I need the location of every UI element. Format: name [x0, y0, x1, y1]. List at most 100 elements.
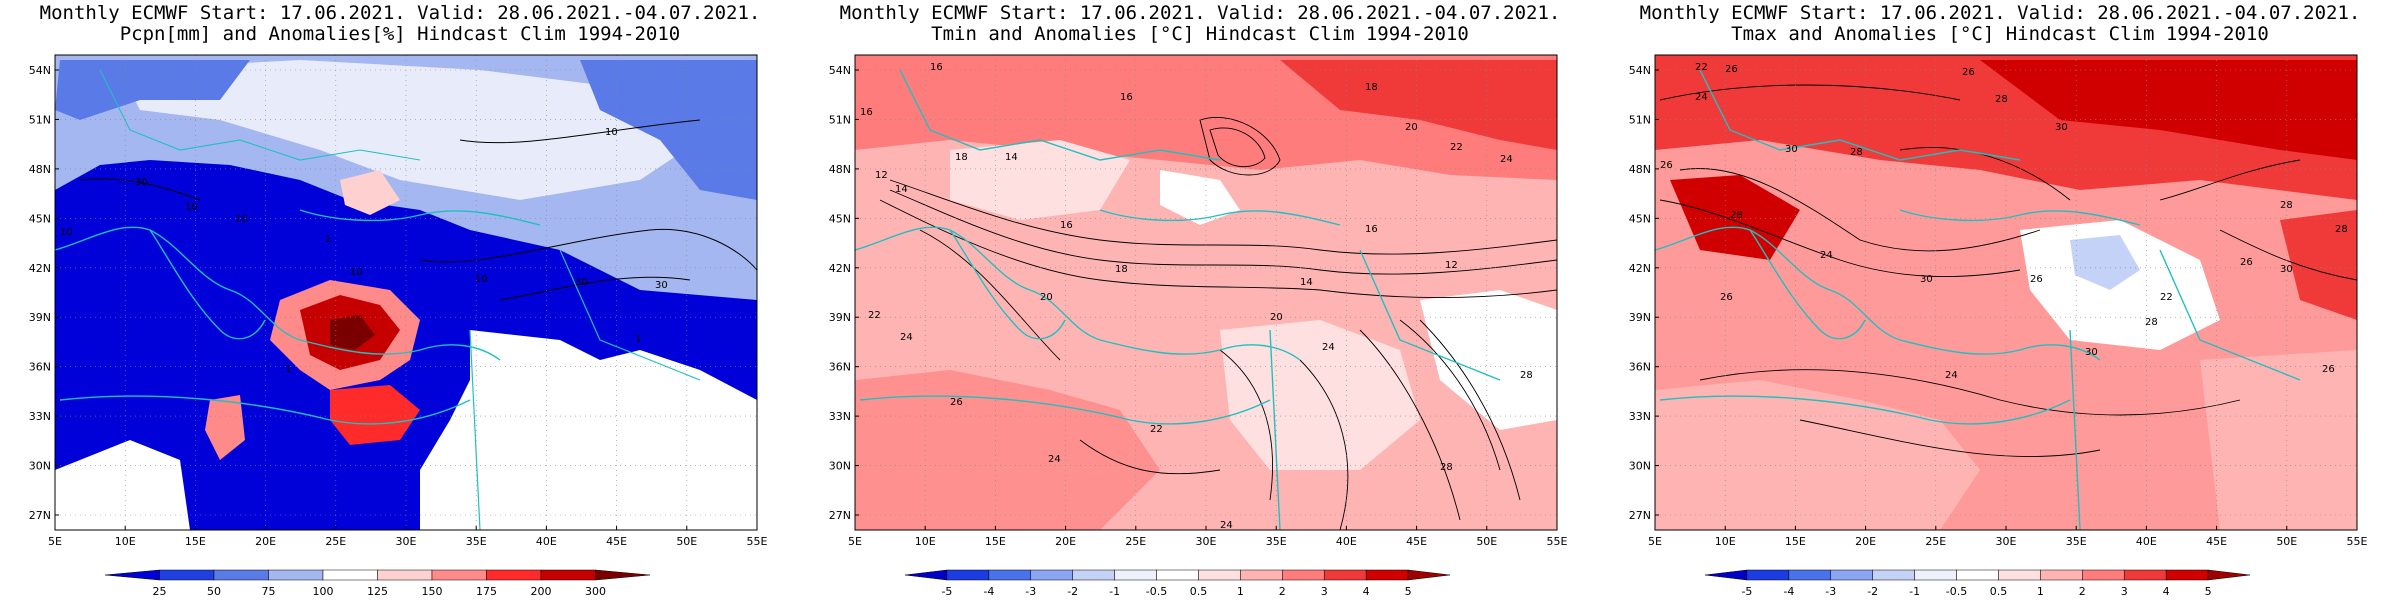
latitude-label: 30N [829, 460, 851, 473]
map-axes: 54N 51N 48N 45N 42N 39N 36N 33N 30N 27N 5E 10E 15E 20… [1629, 64, 2368, 548]
latitude-label: 27N [1629, 509, 1651, 522]
latitude-label: 51N [1629, 113, 1651, 126]
colorbar-segment [2207, 569, 2251, 581]
anomaly-region-very-high [2280, 210, 2357, 320]
longitude-label: 35E [2066, 535, 2087, 548]
anomaly-region-light [120, 60, 700, 200]
longitude-label: 35E [1266, 535, 1287, 548]
colorbar-segment [1704, 569, 1748, 581]
panel-title-line1: Monthly ECMWF Start: 17.06.2021. Valid: … [39, 2, 761, 24]
anomaly-region-negative [2070, 235, 2140, 290]
panel-title-line2: Tmax and Anomalies [°C] Hindcast Clim 19… [1731, 23, 2269, 45]
longitude-label: 15E [185, 535, 206, 548]
coastline [149, 229, 266, 340]
contour-label: 12 [1445, 260, 1458, 271]
anomaly-region-very-high [1280, 60, 1557, 150]
contour-label: 18 [955, 152, 968, 163]
latitude-label: 48N [1629, 163, 1651, 176]
contour-line [79, 178, 201, 201]
contour-lines [1659, 84, 2357, 458]
contour-label: 22 [868, 310, 881, 321]
latitude-label: 42N [1629, 262, 1651, 275]
colorbar-segment [1914, 569, 1957, 581]
longitude-label: 40E [2136, 535, 2157, 548]
contour-label: 14 [1300, 277, 1313, 288]
tmax-map-panel: Monthly ECMWF Start: 17.06.2021. Valid: … [1600, 0, 2400, 600]
colorbar-label: 125 [367, 585, 388, 598]
contour-label: 24 [1048, 454, 1061, 465]
anomaly-region-moderate [2200, 350, 2357, 530]
contour-label: 28 [2280, 200, 2293, 211]
coastlines [1655, 69, 2301, 530]
longitude-label: 40E [536, 535, 557, 548]
contour-label: 1 [325, 234, 331, 245]
colorbar-segment [1114, 569, 1157, 581]
contour-label: 10 [350, 267, 363, 278]
contour-label: 30 [2055, 122, 2068, 133]
anomaly-region-high [205, 395, 245, 460]
colorbar-label: 175 [476, 585, 497, 598]
latitude-label: 39N [829, 311, 851, 324]
colorbar-label: -5 [1741, 585, 1752, 598]
longitude-label: 45E [1406, 535, 1427, 548]
colorbar-label: 4 [1363, 585, 1370, 598]
colorbar-label: 75 [262, 585, 276, 598]
contour-label: 26 [2322, 364, 2335, 375]
latitude-label: 36N [29, 361, 51, 374]
longitude-label: 30E [1196, 535, 1217, 548]
colorbar-label: -2 [1867, 585, 1878, 598]
latitude-label: 54N [829, 64, 851, 77]
contour-label: 10 [475, 274, 488, 285]
map-axes: 54N 51N 48N 45N 42N 39N 36N 33N 30N 27N 5E 10E 15E 20… [829, 64, 1568, 548]
contour-line [459, 119, 701, 144]
colorbar-label: 100 [313, 585, 334, 598]
latitude-label: 45N [1629, 212, 1651, 225]
longitude-label: 35E [466, 535, 487, 548]
colorbar-segment [2123, 569, 2167, 581]
longitude-label: 55E [2347, 535, 2368, 548]
colorbar-segment [322, 569, 378, 581]
longitude-label: 25E [1925, 535, 1946, 548]
colorbar-label: -3 [1825, 585, 1836, 598]
colorbar-segment [1746, 569, 1790, 581]
contour-label: 10 [235, 214, 248, 225]
latitude-label: 51N [829, 113, 851, 126]
contour-label: 10 [185, 202, 198, 213]
contour-label: 22 [1450, 142, 1463, 153]
colorbar-label: 50 [207, 585, 221, 598]
latitude-label: 27N [29, 509, 51, 522]
longitude-label: 40E [1336, 535, 1357, 548]
colorbar-segment [486, 569, 542, 581]
contour-label: 28 [1730, 210, 1743, 221]
tmin-map-panel: Monthly ECMWF Start: 17.06.2021. Valid: … [800, 0, 1600, 600]
map-axes: 54N 51N 48N 45N 42N 39N 36N 33N 30N 27N 5E 10E 15E 20… [29, 64, 768, 548]
contour-label: 18 [1115, 264, 1128, 275]
contour-label: 24 [1500, 154, 1513, 165]
contour-label: 22 [2160, 292, 2173, 303]
longitude-label: 30E [1996, 535, 2017, 548]
coastline [299, 209, 541, 226]
longitude-label: 45E [2206, 535, 2227, 548]
colorbar-segment [1323, 569, 1367, 581]
colorbar-label: 200 [531, 585, 552, 598]
latitude-label: 51N [29, 113, 51, 126]
longitude-label: 15E [985, 535, 1006, 548]
contour-label: 1 [285, 364, 291, 375]
tmin-map: 16 16 16 18 18 20 22 24 12 14 14 16 18 2… [829, 54, 1568, 598]
longitude-label: 10E [115, 535, 136, 548]
contour-label: 28 [1850, 147, 1863, 158]
contour-lines [879, 116, 1557, 530]
colorbar-segment [1830, 569, 1873, 581]
contour-label: 10 [60, 227, 73, 238]
longitude-label: 5E [48, 535, 62, 548]
contour-label: 30 [1920, 274, 1933, 285]
colorbar-segment [1788, 569, 1832, 581]
border-line [559, 249, 701, 381]
contour-line [419, 228, 757, 271]
colorbar-segment [377, 569, 433, 581]
contour-label: 16 [930, 62, 943, 73]
graticule [855, 55, 1557, 530]
contour-labels: 10 10 10 10 10 10 30 30 30 1 1 1 [60, 127, 668, 375]
contour-label: 28 [1520, 370, 1533, 381]
anomaly-region-medium [580, 60, 757, 200]
